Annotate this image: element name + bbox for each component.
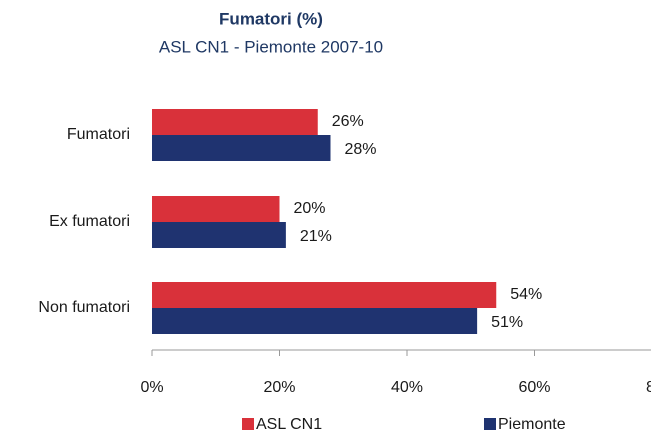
x-tick-label: 80% (646, 379, 651, 396)
bar (152, 308, 478, 334)
chart-title: Fumatori (%) (219, 9, 323, 28)
legend-swatch (484, 418, 496, 430)
value-label: 51% (491, 314, 523, 331)
x-tick-label: 60% (518, 379, 550, 396)
bar (152, 109, 318, 135)
value-label: 21% (300, 228, 332, 245)
legend-label: Piemonte (498, 416, 566, 430)
bar (152, 222, 286, 248)
x-tick-label: 40% (391, 379, 423, 396)
value-label: 28% (345, 141, 377, 158)
legend-swatch (242, 418, 254, 430)
value-label: 54% (510, 286, 542, 303)
bar (152, 196, 280, 222)
x-tick-label: 20% (263, 379, 295, 396)
value-label: 26% (332, 113, 364, 130)
category-label: Ex fumatori (49, 213, 130, 230)
legend-label: ASL CN1 (256, 416, 322, 430)
bar (152, 282, 497, 308)
value-label: 20% (294, 200, 326, 217)
bar (152, 135, 331, 161)
chart-subtitle: ASL CN1 - Piemonte 2007-10 (159, 37, 383, 56)
category-label: Non fumatori (38, 299, 130, 316)
x-tick-label: 0% (140, 379, 163, 396)
category-label: Fumatori (67, 126, 130, 143)
